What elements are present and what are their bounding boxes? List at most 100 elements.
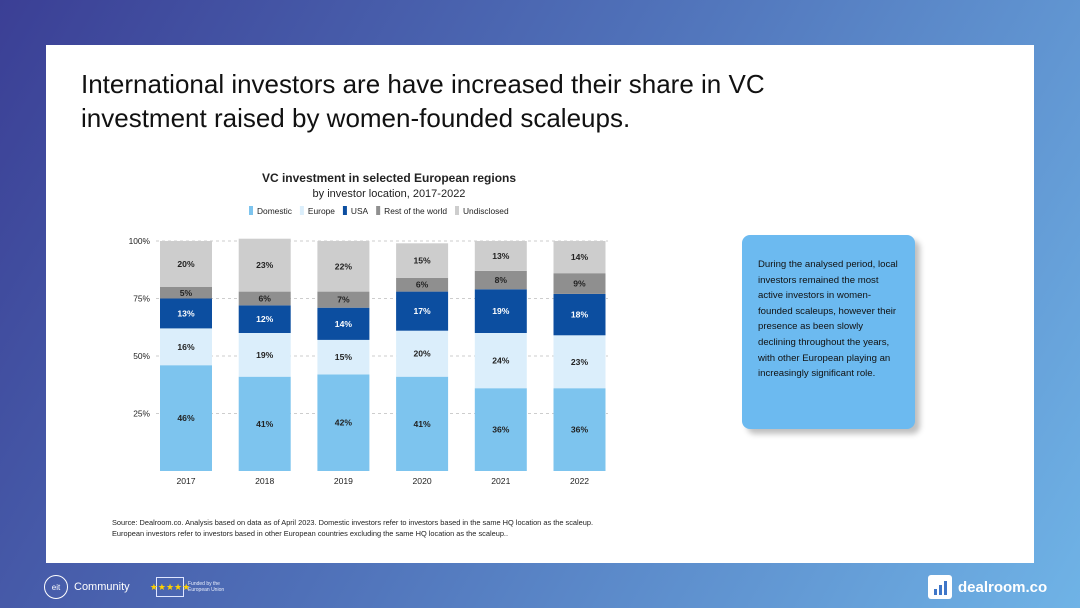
bar-domestic-2019 [317, 374, 370, 471]
eu-funding-label: Funded by the European Union [188, 581, 225, 593]
x-tick-label-2022: 2022 [570, 476, 589, 486]
data-label-europe-2017: 16% [177, 342, 195, 352]
y-tick-label-100: 100% [129, 236, 151, 246]
data-label-rest-2017: 5% [180, 288, 193, 298]
bar-rest-2018 [238, 291, 291, 306]
slide-title-line-2: investment raised by women-founded scale… [81, 103, 631, 133]
x-tick-label-2018: 2018 [255, 476, 274, 486]
data-label-usa-2017: 13% [177, 308, 195, 318]
bar-rest-2021 [474, 270, 527, 290]
bar-domestic-2022 [553, 388, 606, 471]
legend-label-usa: USA [351, 206, 369, 216]
bar-undisclosed-2019 [317, 241, 370, 292]
data-label-undisclosed-2018: 23% [256, 260, 274, 270]
bar-europe-2019 [317, 339, 370, 375]
source-line-2: European investors refer to investors ba… [112, 529, 509, 538]
source-note: Source: Dealroom.co. Analysis based on d… [112, 517, 732, 539]
eu-flag-icon: ★★★★★ [150, 577, 190, 597]
data-label-rest-2022: 9% [573, 279, 586, 289]
legend-label-rest: Rest of the world [384, 206, 447, 216]
bar-usa-2018 [238, 305, 291, 333]
bar-europe-2018 [238, 333, 291, 377]
bar-rest-2017 [160, 287, 212, 299]
bar-europe-2021 [474, 333, 527, 389]
bar-undisclosed-2022 [553, 241, 606, 274]
slide-title: International investors are have increas… [81, 67, 981, 135]
legend-label-europe: Europe [308, 206, 335, 216]
data-label-europe-2018: 19% [256, 350, 274, 360]
y-tick-label-50: 50% [133, 351, 150, 361]
data-label-europe-2019: 15% [335, 352, 353, 362]
slide-card: International investors are have increas… [46, 45, 1034, 563]
data-label-usa-2018: 12% [256, 314, 274, 324]
bar-domestic-2017 [160, 365, 212, 471]
dealroom-label: dealroom.co [958, 578, 1048, 596]
data-label-undisclosed-2022: 14% [571, 252, 589, 262]
bar-usa-2021 [474, 289, 527, 333]
data-label-undisclosed-2017: 20% [177, 259, 195, 269]
bar-domestic-2018 [238, 376, 291, 471]
bar-usa-2019 [317, 307, 370, 340]
bar-undisclosed-2018 [238, 238, 291, 292]
bar-domestic-2020 [396, 376, 449, 471]
data-label-domestic-2019: 42% [335, 418, 353, 428]
data-label-undisclosed-2019: 22% [335, 261, 353, 271]
legend-label-undisclosed: Undisclosed [463, 206, 509, 216]
bar-usa-2020 [396, 291, 449, 331]
bar-europe-2022 [553, 335, 606, 389]
dealroom-logo: dealroom.co [928, 572, 1047, 602]
data-label-rest-2019: 7% [337, 295, 350, 305]
x-tick-label-2021: 2021 [491, 476, 510, 486]
legend-swatch-domestic [249, 206, 253, 215]
data-label-undisclosed-2021: 13% [492, 251, 510, 261]
data-label-domestic-2017: 46% [177, 413, 195, 423]
data-label-usa-2022: 18% [571, 310, 589, 320]
legend-label-domestic: Domestic [257, 206, 292, 216]
source-line-1: Source: Dealroom.co. Analysis based on d… [112, 518, 594, 527]
legend-swatch-rest [376, 206, 381, 215]
x-tick-label-2017: 2017 [176, 476, 195, 486]
slide-title-line-1: International investors are have increas… [81, 69, 765, 99]
data-label-europe-2021: 24% [492, 356, 510, 366]
insight-callout: During the analysed period, local invest… [742, 235, 915, 429]
data-label-usa-2021: 19% [492, 306, 510, 316]
legend-swatch-undisclosed [455, 206, 459, 215]
x-tick-label-2020: 2020 [413, 476, 432, 486]
bar-undisclosed-2021 [474, 241, 527, 271]
data-label-domestic-2018: 41% [256, 419, 274, 429]
eit-community-label: Community [74, 581, 130, 593]
bar-europe-2017 [160, 328, 212, 366]
data-label-rest-2018: 6% [258, 294, 271, 304]
data-label-usa-2019: 14% [335, 319, 353, 329]
data-label-europe-2020: 20% [413, 349, 431, 359]
bar-undisclosed-2017 [160, 241, 212, 287]
bar-rest-2022 [553, 273, 606, 294]
data-label-usa-2020: 17% [413, 306, 431, 316]
legend-swatch-europe [299, 206, 304, 215]
x-tick-label-2019: 2019 [334, 476, 353, 486]
eit-community-logo: eit Community [44, 572, 130, 602]
legend-swatch-usa [342, 206, 347, 215]
bar-rest-2019 [317, 291, 370, 308]
eit-ring-icon: eit [44, 575, 68, 599]
data-label-europe-2022: 23% [571, 357, 589, 367]
data-label-rest-2020: 6% [416, 280, 429, 290]
bar-domestic-2021 [474, 388, 527, 471]
bar-rest-2020 [396, 277, 449, 292]
y-tick-label-25: 25% [133, 409, 150, 419]
bar-usa-2022 [553, 293, 606, 336]
data-label-domestic-2020: 41% [413, 419, 431, 429]
y-tick-label-75: 75% [133, 294, 150, 304]
data-label-rest-2021: 8% [495, 275, 508, 285]
chart-title: VC investment in selected European regio… [262, 171, 516, 185]
eu-funding-logo: ★★★★★ Funded by the European Union [150, 572, 236, 602]
data-label-undisclosed-2020: 15% [413, 256, 431, 266]
data-label-domestic-2021: 36% [492, 425, 510, 435]
dealroom-bars-icon [928, 575, 952, 599]
chart-subtitle: by investor location, 2017-2022 [313, 188, 466, 200]
stacked-bar-chart: VC investment in selected European regio… [129, 171, 608, 486]
bar-undisclosed-2020 [396, 243, 449, 278]
data-label-domestic-2022: 36% [571, 425, 589, 435]
bar-usa-2017 [160, 298, 212, 329]
bar-europe-2020 [396, 330, 449, 377]
